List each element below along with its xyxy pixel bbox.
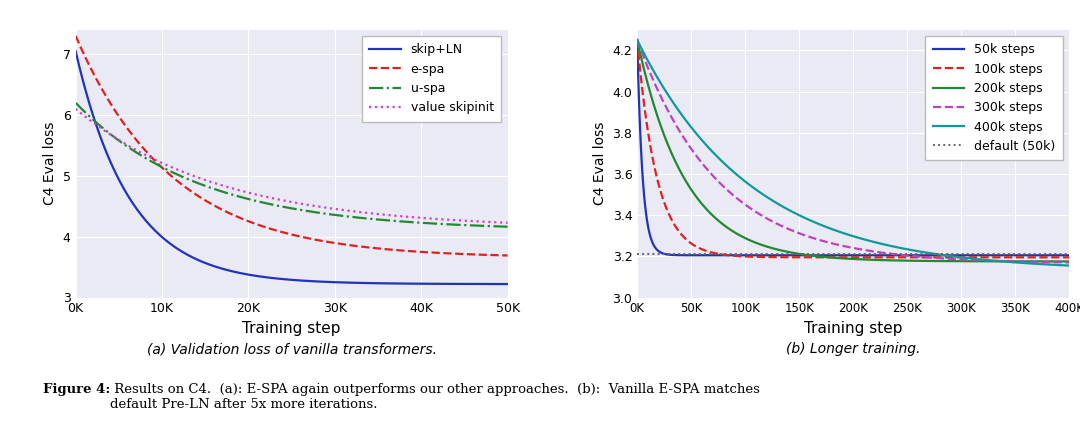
- Legend: 50k steps, 100k steps, 200k steps, 300k steps, 400k steps, default (50k): 50k steps, 100k steps, 200k steps, 300k …: [926, 36, 1063, 160]
- value skipinit: [423, 216, 436, 221]
- 200k steps: [836, 256, 849, 261]
- Line: value skipinit: value skipinit: [76, 109, 508, 223]
- 200k steps: [864, 257, 877, 262]
- 50k steps: [631, 37, 644, 42]
- 100k steps: [864, 255, 877, 260]
- 200k steps: [985, 259, 998, 264]
- e-spa: [423, 250, 436, 255]
- 300k steps: [631, 37, 644, 42]
- 100k steps: [1052, 255, 1065, 260]
- value skipinit: [274, 197, 287, 202]
- u-spa: [501, 224, 514, 229]
- Text: Figure 4:: Figure 4:: [43, 382, 110, 396]
- 400k steps: [864, 239, 877, 244]
- skip+LN: [69, 48, 82, 54]
- value skipinit: [276, 198, 289, 203]
- 50k steps: [865, 253, 878, 258]
- e-spa: [302, 236, 315, 241]
- skip+LN: [501, 281, 514, 286]
- skip+LN: [274, 276, 287, 281]
- value skipinit: [69, 106, 82, 111]
- value skipinit: [501, 220, 514, 225]
- 50k steps: [1063, 253, 1076, 258]
- e-spa: [274, 229, 287, 234]
- skip+LN: [276, 277, 289, 282]
- value skipinit: [490, 220, 503, 225]
- 400k steps: [1063, 263, 1076, 268]
- u-spa: [69, 100, 82, 105]
- e-spa: [501, 253, 514, 258]
- Y-axis label: C4 Eval loss: C4 Eval loss: [43, 122, 57, 205]
- X-axis label: Training step: Training step: [804, 321, 903, 336]
- 300k steps: [838, 244, 851, 249]
- value skipinit: [326, 206, 339, 211]
- 100k steps: [631, 37, 644, 42]
- Line: u-spa: u-spa: [76, 103, 508, 227]
- 100k steps: [985, 255, 998, 260]
- 400k steps: [836, 230, 849, 235]
- 200k steps: [1052, 259, 1065, 264]
- 300k steps: [1063, 260, 1076, 265]
- 200k steps: [888, 258, 901, 263]
- u-spa: [274, 204, 287, 209]
- 400k steps: [888, 244, 901, 249]
- 50k steps: [826, 253, 839, 258]
- Y-axis label: C4 Eval loss: C4 Eval loss: [593, 122, 607, 205]
- Line: 100k steps: 100k steps: [637, 40, 1069, 257]
- Text: (a) Validation loss of vanilla transformers.: (a) Validation loss of vanilla transform…: [147, 342, 436, 356]
- e-spa: [276, 230, 289, 235]
- 300k steps: [985, 258, 998, 263]
- Text: (b) Longer training.: (b) Longer training.: [786, 342, 920, 356]
- 100k steps: [1063, 255, 1076, 260]
- Line: 300k steps: 300k steps: [637, 40, 1069, 262]
- u-spa: [326, 212, 339, 217]
- u-spa: [490, 224, 503, 229]
- 400k steps: [838, 231, 851, 236]
- 300k steps: [836, 243, 849, 248]
- 50k steps: [839, 253, 852, 258]
- Line: skip+LN: skip+LN: [76, 51, 508, 284]
- 300k steps: [888, 252, 901, 257]
- 200k steps: [838, 256, 851, 261]
- u-spa: [276, 204, 289, 210]
- u-spa: [423, 221, 436, 226]
- Legend: skip+LN, e-spa, u-spa, value skipinit: skip+LN, e-spa, u-spa, value skipinit: [362, 36, 501, 122]
- u-spa: [302, 209, 315, 214]
- 100k steps: [838, 255, 851, 260]
- 400k steps: [1052, 263, 1065, 268]
- skip+LN: [423, 281, 436, 286]
- Text: Results on C4.  (a): E-SPA again outperforms our other approaches.  (b):  Vanill: Results on C4. (a): E-SPA again outperfo…: [110, 382, 760, 411]
- skip+LN: [302, 278, 315, 283]
- 100k steps: [836, 255, 849, 260]
- X-axis label: Training step: Training step: [242, 321, 341, 336]
- 50k steps: [837, 253, 850, 258]
- e-spa: [326, 240, 339, 245]
- 50k steps: [1053, 253, 1066, 258]
- value skipinit: [302, 203, 315, 208]
- 300k steps: [1052, 260, 1065, 265]
- 50k steps: [889, 253, 902, 258]
- 400k steps: [985, 258, 998, 263]
- 100k steps: [888, 255, 901, 260]
- e-spa: [490, 252, 503, 258]
- 400k steps: [631, 37, 644, 42]
- 50k steps: [986, 253, 999, 258]
- Line: 400k steps: 400k steps: [637, 40, 1069, 266]
- 200k steps: [1063, 259, 1076, 264]
- skip+LN: [490, 281, 503, 286]
- 200k steps: [631, 37, 644, 42]
- 300k steps: [864, 249, 877, 254]
- e-spa: [69, 33, 82, 38]
- Line: 50k steps: 50k steps: [637, 40, 1069, 255]
- skip+LN: [326, 280, 339, 285]
- Line: 200k steps: 200k steps: [637, 40, 1069, 261]
- Line: e-spa: e-spa: [76, 36, 508, 255]
